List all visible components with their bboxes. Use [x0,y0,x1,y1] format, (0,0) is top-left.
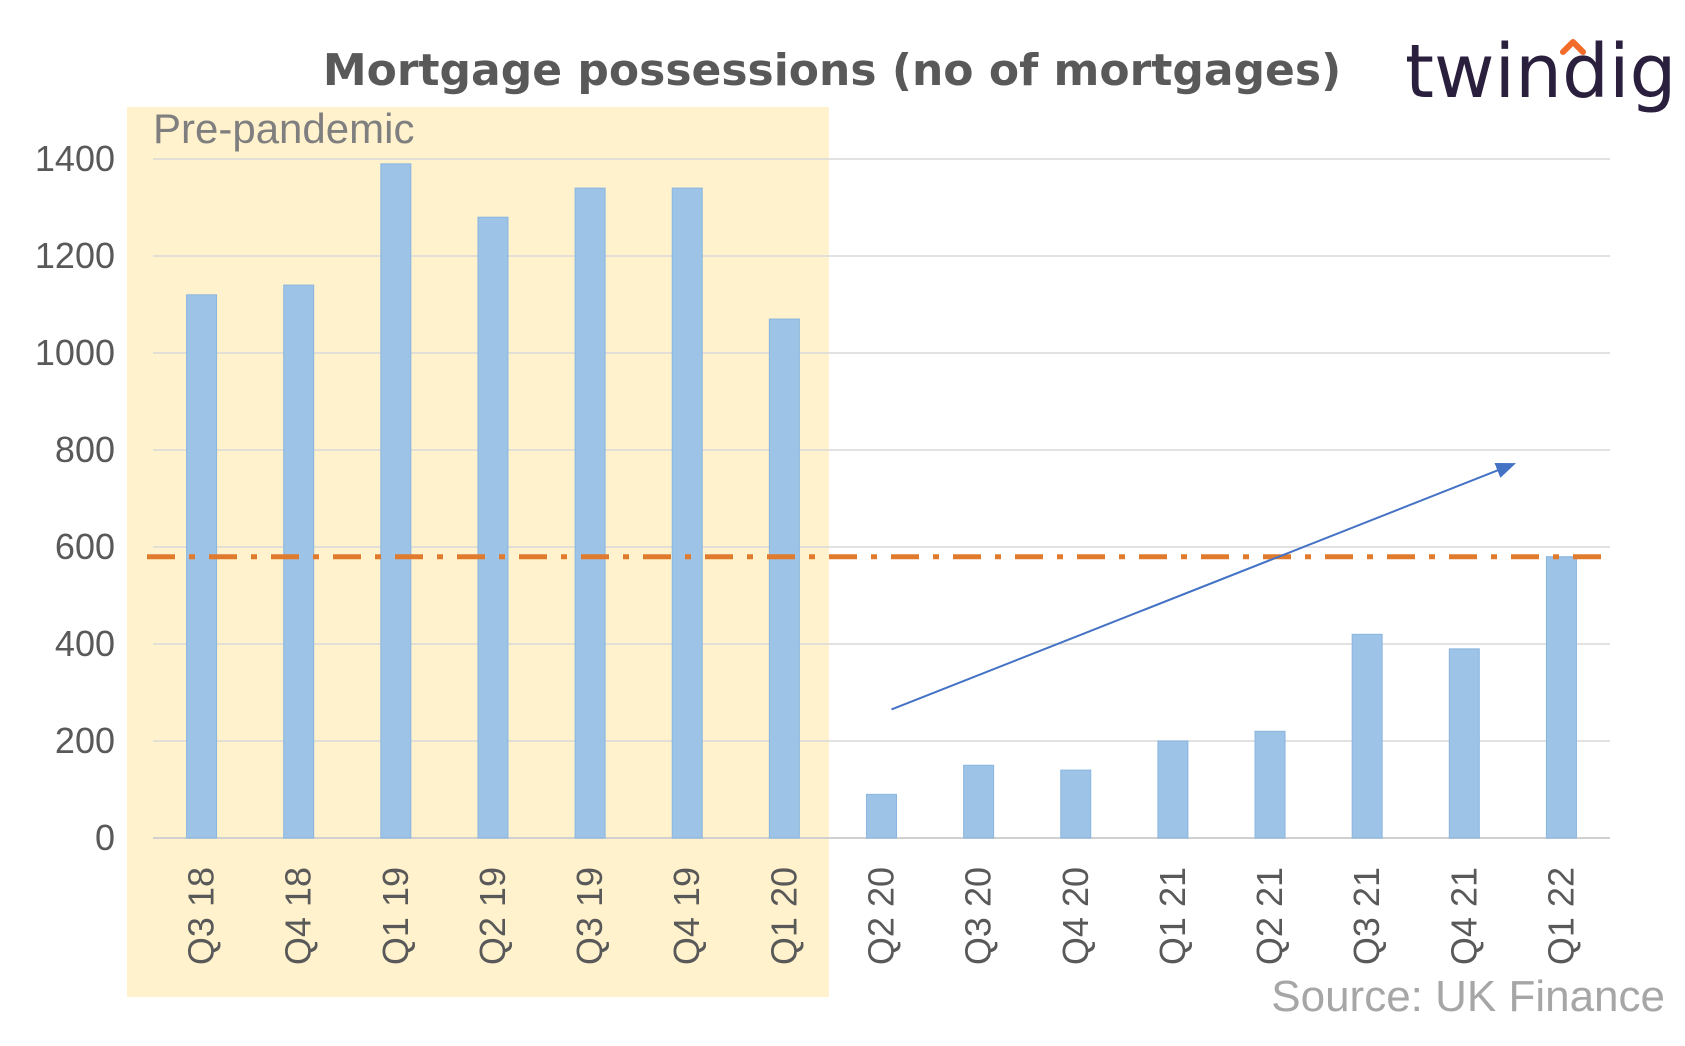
bar [574,187,606,839]
chart-title: Mortgage possessions (no of mortgages) [323,45,1341,96]
x-tick-label: Q3 19 [569,867,610,965]
x-tick-label: Q2 20 [861,867,902,965]
bar [283,284,315,839]
x-tick-label: Q4 20 [1055,867,1096,965]
brand-accent-mark [1560,39,1586,55]
twindig-logo: twindig [1405,29,1677,115]
bars [186,163,1577,839]
trend-arrow [891,462,1517,711]
y-tick-label: 600 [55,526,115,567]
bar [380,163,412,839]
y-tick-label: 1000 [35,332,115,373]
x-tick-label: Q3 18 [181,867,222,965]
x-tick-label: Q1 21 [1152,867,1193,965]
bar [1448,648,1480,839]
bar [1545,556,1577,839]
bar [186,294,218,839]
x-tick-label: Q4 19 [666,867,707,965]
bar [963,764,995,839]
x-tick-label: Q1 20 [763,867,804,965]
x-tick-label: Q2 19 [472,867,513,965]
y-tick-label: 1200 [35,235,115,276]
x-tick-label: Q1 22 [1540,867,1581,965]
bar [1351,633,1383,839]
bar [1254,730,1286,839]
pre-pandemic-label: Pre-pandemic [153,105,414,152]
y-tick-label: 1400 [35,138,115,179]
bar [1060,769,1092,839]
x-axis-ticks: Q3 18 Q4 18 Q1 19 Q2 19 Q3 19 Q4 19 Q1 20 Q2 20… [181,867,1582,965]
trend-arrow-group [891,462,1517,711]
x-tick-label: Q3 20 [958,867,999,965]
x-tick-label: Q2 21 [1249,867,1290,965]
source-text: Source: UK Finance [1271,972,1665,1021]
brand-name: twindig [1405,29,1677,115]
x-tick-label: Q3 21 [1346,867,1387,965]
bar [671,187,703,839]
bar [866,793,897,839]
x-tick-label: Q4 18 [278,867,319,965]
y-tick-label: 400 [55,623,115,664]
x-tick-label: Q4 21 [1443,867,1484,965]
bar [477,216,509,839]
y-axis-ticks: 0 200 400 600 800 1000 1200 1400 [35,138,115,858]
y-tick-label: 200 [55,720,115,761]
y-tick-label: 800 [55,429,115,470]
y-tick-label: 0 [95,817,115,858]
bar [1157,740,1189,839]
bar [768,318,800,839]
x-tick-label: Q1 19 [375,867,416,965]
